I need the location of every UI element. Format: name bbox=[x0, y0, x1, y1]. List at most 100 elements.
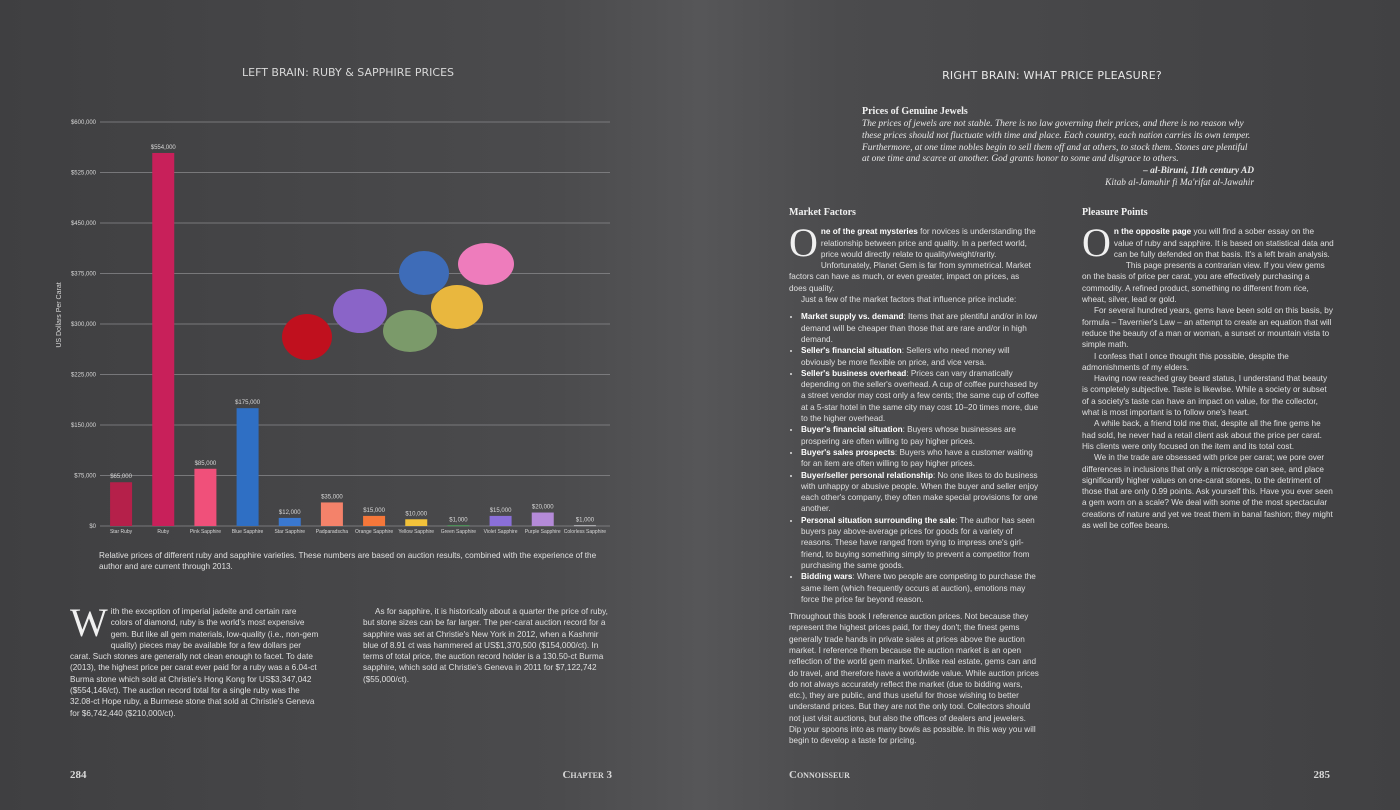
bar bbox=[152, 152, 175, 526]
value-label: $1,000 bbox=[449, 517, 468, 523]
drop-cap: W bbox=[70, 600, 108, 645]
running-head: Chapter 3 bbox=[562, 769, 612, 781]
bar bbox=[236, 408, 259, 526]
quote-author: – al-Biruni, 11th century AD bbox=[1143, 166, 1254, 177]
bar bbox=[405, 519, 428, 526]
value-label: $15,000 bbox=[363, 508, 385, 514]
x-tick-label: Pink Sapphire bbox=[190, 529, 221, 535]
bullet-text: : Buyers who have a customer waiting for… bbox=[801, 447, 1033, 469]
x-tick-label: Purple Sapphire bbox=[525, 529, 561, 535]
y-tick-label: $450,000 bbox=[71, 221, 97, 227]
bar bbox=[447, 525, 470, 527]
lead-in: ne of the great mysteries bbox=[820, 227, 918, 237]
bar bbox=[194, 468, 217, 526]
bullet-text: : Items that are plentiful and/or in low… bbox=[801, 312, 1038, 344]
bullet-term: Bidding wars bbox=[801, 572, 853, 582]
value-label: $554,000 bbox=[151, 145, 177, 151]
x-tick-label: Star Sapphire bbox=[274, 529, 305, 535]
x-tick-label: Blue Sapphire bbox=[232, 529, 264, 535]
lead-in: n the opposite page bbox=[1113, 227, 1192, 237]
drop-cap: O bbox=[1082, 220, 1111, 266]
chart-caption: Relative prices of different ruby and sa… bbox=[99, 551, 597, 572]
bar bbox=[320, 502, 343, 526]
heading: Pleasure Points bbox=[1082, 207, 1148, 218]
bullet-text: : No one likes to do business with unhap… bbox=[801, 470, 1039, 514]
x-tick-label: Green Sapphire bbox=[441, 529, 477, 535]
x-tick-label: Yellow Sapphire bbox=[398, 529, 434, 535]
bullet-term: Seller's business overhead bbox=[801, 368, 907, 378]
bullet-text: : The author has seen buyers pay above-a… bbox=[801, 515, 1035, 570]
quote-source: Kitab al-Jamahir fi Ma'rifat al-Jawahir bbox=[1105, 177, 1254, 188]
bar bbox=[489, 515, 512, 526]
value-label: $35,000 bbox=[321, 494, 343, 500]
bullet-item: Market supply vs. demand: Items that are… bbox=[801, 311, 1039, 345]
bullet-item: Seller's business overhead: Prices can v… bbox=[801, 368, 1039, 424]
x-tick-label: Colorless Sapphire bbox=[564, 529, 606, 535]
bar bbox=[363, 515, 386, 526]
gem-photo bbox=[282, 243, 514, 360]
bullet-term: Personal situation surrounding the sale bbox=[801, 515, 956, 525]
value-label: $65,000 bbox=[110, 474, 132, 480]
value-label: $12,000 bbox=[279, 510, 301, 516]
text-column: As for sapphire, it is historically abou… bbox=[363, 606, 613, 685]
paragraph: As for sapphire, it is historically abou… bbox=[363, 607, 608, 684]
heading: Market Factors bbox=[789, 207, 856, 218]
bullet-item: Buyer/seller personal relationship: No o… bbox=[801, 470, 1039, 515]
bullet-term: Buyer's sales prospects bbox=[801, 447, 895, 457]
y-tick-label: $0 bbox=[89, 524, 96, 530]
bullet-item: Buyer's financial situation: Buyers whos… bbox=[801, 424, 1039, 447]
page-number: 284 bbox=[70, 769, 87, 781]
running-head: Connoisseur bbox=[789, 769, 850, 781]
bullet-item: Bidding wars: Where two people are compe… bbox=[801, 571, 1039, 605]
x-tick-label: Padparadscha bbox=[316, 529, 348, 535]
value-label: $85,000 bbox=[195, 461, 217, 467]
quote-text: The prices of jewels are not stable. The… bbox=[862, 119, 1251, 165]
x-tick-label: Star Ruby bbox=[110, 529, 133, 535]
paragraph: I confess that I once thought this possi… bbox=[1082, 351, 1289, 372]
text: for novices is understanding the relatio… bbox=[789, 227, 1036, 293]
bar bbox=[573, 525, 596, 527]
bullet-item: Personal situation surrounding the sale:… bbox=[801, 515, 1039, 571]
quote-heading: Prices of Genuine Jewels bbox=[862, 106, 968, 117]
chart-title: LEFT BRAIN: RUBY & SAPPHIRE PRICES bbox=[242, 66, 454, 79]
y-tick-label: $150,000 bbox=[71, 423, 97, 429]
page-number: 285 bbox=[1313, 769, 1331, 781]
drop-cap: O bbox=[789, 220, 818, 266]
bullet-text: : Sellers who need money will obviously … bbox=[801, 346, 1010, 367]
text: you will find a sober essay on the value… bbox=[1113, 227, 1334, 259]
y-axis-label: US Dollars Per Carat bbox=[56, 282, 63, 347]
paragraph: For several hundred years, gems have bee… bbox=[1082, 306, 1333, 350]
y-tick-label: $525,000 bbox=[71, 171, 97, 177]
y-tick-label: $600,000 bbox=[71, 120, 97, 126]
paragraph: A while back, a friend told me that, des… bbox=[1082, 419, 1322, 451]
value-label: $10,000 bbox=[405, 511, 427, 517]
y-tick-label: $375,000 bbox=[71, 272, 97, 278]
x-tick-label: Violet Sapphire bbox=[484, 529, 518, 535]
page-title: RIGHT BRAIN: WHAT PRICE PLEASURE? bbox=[942, 69, 1162, 82]
bullet-text: : Buyers whose businesses are prospering… bbox=[801, 425, 1016, 446]
y-tick-label: $225,000 bbox=[71, 373, 97, 379]
value-label: $20,000 bbox=[532, 505, 554, 511]
text: ith the exception of imperial jadeite an… bbox=[70, 607, 319, 718]
paragraph: Throughout this book I reference auction… bbox=[789, 612, 1039, 746]
quote-block: Prices of Genuine Jewels The prices of j… bbox=[862, 106, 1254, 190]
x-tick-label: Ruby bbox=[157, 529, 169, 535]
bullet-item: Buyer's sales prospects: Buyers who have… bbox=[801, 447, 1039, 470]
bar bbox=[531, 512, 554, 526]
bullet-list: Market supply vs. demand: Items that are… bbox=[789, 311, 1039, 605]
bullet-term: Buyer's financial situation bbox=[801, 425, 903, 435]
bar bbox=[110, 482, 133, 526]
chart: LEFT BRAIN: RUBY & SAPPHIRE PRICES US Do… bbox=[56, 66, 610, 535]
value-label: $1,000 bbox=[576, 517, 595, 523]
bullet-item: Seller's financial situation: Sellers wh… bbox=[801, 345, 1039, 368]
bar bbox=[278, 517, 301, 526]
bullet-text: : Where two people are competing to purc… bbox=[801, 572, 1036, 604]
bullet-term: Market supply vs. demand bbox=[801, 312, 904, 322]
